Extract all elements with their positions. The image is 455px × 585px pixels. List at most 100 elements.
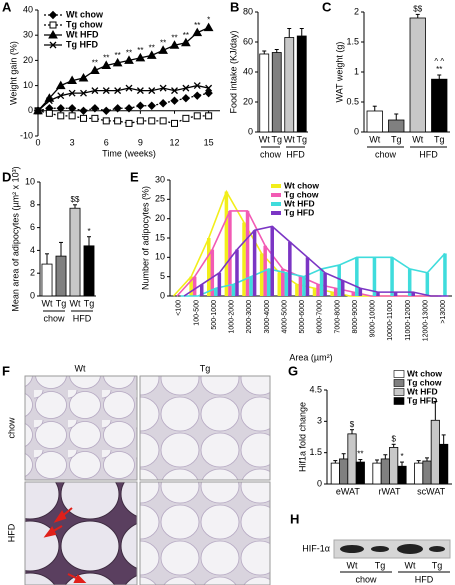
marker xyxy=(114,117,122,125)
micrograph xyxy=(24,375,138,481)
marker xyxy=(67,104,77,113)
bar xyxy=(295,284,299,296)
annotation: ** xyxy=(194,21,200,30)
bar xyxy=(316,284,320,296)
bar xyxy=(192,276,197,296)
x-tick-label: Wt xyxy=(259,134,270,144)
y-tick-label: 20 xyxy=(155,213,165,223)
y-tick-label: 25 xyxy=(155,194,165,204)
y-tick-label: 40 xyxy=(243,66,253,76)
y-tick-label: 0 xyxy=(160,290,165,300)
marker xyxy=(101,60,112,69)
y-axis-label: Number of adipocytes (%) xyxy=(140,186,150,290)
lane-label: Tg xyxy=(432,560,443,570)
bar xyxy=(330,462,340,485)
x-tick-label: Tg xyxy=(391,134,402,144)
marker xyxy=(102,117,110,125)
legend-label: Wt chow xyxy=(407,368,442,378)
marker xyxy=(181,93,191,103)
annotation: ** xyxy=(171,33,177,42)
bar xyxy=(245,210,250,296)
column-label: Tg xyxy=(200,363,211,373)
y-tick-label: 1.5 xyxy=(346,36,359,46)
micrograph xyxy=(139,375,271,481)
marker xyxy=(204,88,213,98)
marker xyxy=(113,104,122,113)
marker xyxy=(80,114,87,122)
bar xyxy=(330,292,334,296)
row-label: HFD xyxy=(6,523,16,542)
annotation: ** xyxy=(160,38,166,47)
legend-label: Tg chow xyxy=(407,377,442,387)
annotation: $ xyxy=(391,434,396,443)
bar xyxy=(242,222,246,296)
panel-label: D xyxy=(2,169,11,184)
marker xyxy=(56,104,65,113)
bar xyxy=(69,207,81,297)
bar xyxy=(372,462,382,485)
group-label: chow xyxy=(260,149,282,159)
annotation: $$ xyxy=(71,195,80,204)
y-tick-label: 0 xyxy=(317,478,322,488)
marker xyxy=(136,101,145,110)
x-tick-label: 10000-11000 xyxy=(387,300,394,341)
x-tick-label: 1000-2000 xyxy=(229,300,236,334)
x-tick-label: 4000-5000 xyxy=(281,300,288,334)
marker xyxy=(79,106,88,116)
bar xyxy=(439,443,449,485)
x-tick-label: 11000-12000 xyxy=(405,300,412,341)
panel-label: H xyxy=(290,511,299,526)
group-label: HFD xyxy=(73,313,92,323)
x-tick-label: 3000-4000 xyxy=(264,300,271,334)
y-tick-label: 4.5 xyxy=(309,384,322,394)
y-tick-label: -10 xyxy=(20,130,33,140)
annotation: ** xyxy=(115,51,121,60)
x-tick-label: Wt xyxy=(70,298,81,308)
lane-label: Wt xyxy=(405,560,416,570)
bar xyxy=(339,458,349,485)
annotation: $$ xyxy=(413,5,422,14)
x-tick-label: 5000-6000 xyxy=(299,300,306,334)
marker xyxy=(91,87,99,95)
bar xyxy=(355,461,365,485)
y-tick-label: 40 xyxy=(23,4,33,14)
column-label: Wt xyxy=(75,363,86,373)
annotation: * xyxy=(87,227,90,236)
bar xyxy=(302,276,306,296)
annotation: ** xyxy=(436,65,442,74)
bar xyxy=(323,272,327,296)
annotation: ** xyxy=(126,49,132,58)
x-tick-label: Wt xyxy=(42,298,53,308)
bar xyxy=(228,210,232,296)
x-tick-label: 9000-10000 xyxy=(370,300,377,337)
y-axis-label: WAT weight (g) xyxy=(334,42,344,103)
bar xyxy=(389,447,399,485)
marker xyxy=(49,21,57,29)
panel-label: F xyxy=(2,363,10,378)
marker xyxy=(124,55,134,64)
marker xyxy=(48,29,58,39)
bar xyxy=(390,257,394,296)
x-tick-label: 6 xyxy=(104,137,109,147)
bar xyxy=(235,249,239,296)
bar xyxy=(83,245,95,297)
x-tick-label: Tg xyxy=(84,298,95,308)
marker xyxy=(159,84,167,92)
x-tick-label: Tg xyxy=(271,134,282,144)
marker xyxy=(102,87,110,95)
bar xyxy=(388,119,405,133)
x-tick-label: Wt xyxy=(284,134,295,144)
series-line xyxy=(37,110,209,125)
marker xyxy=(147,101,156,110)
group-label: chow xyxy=(43,313,65,323)
x-tick-label: Tg xyxy=(296,134,307,144)
legend-label: Wt HFD xyxy=(66,29,99,39)
group-label: HFD xyxy=(286,149,305,159)
bar xyxy=(277,272,282,296)
series-line xyxy=(37,27,209,112)
annotation: $ xyxy=(350,420,355,429)
bar xyxy=(266,268,271,296)
bar xyxy=(231,284,236,296)
panel-label: E xyxy=(130,169,139,184)
